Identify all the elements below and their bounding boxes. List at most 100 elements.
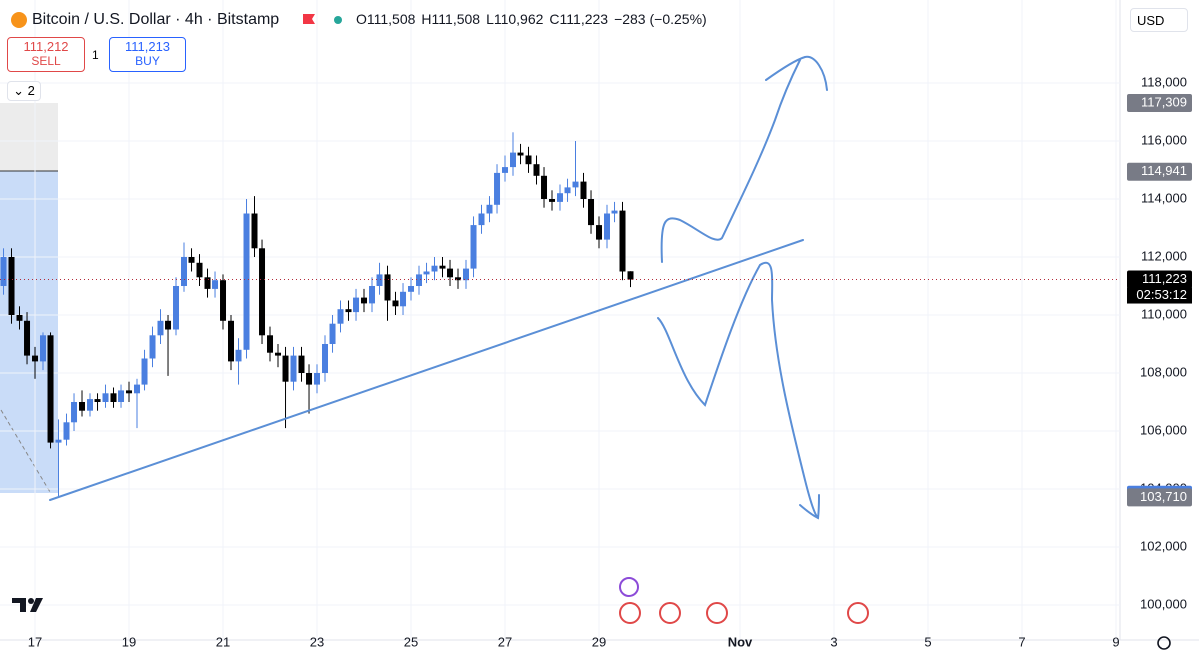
candle-body [572, 181, 579, 188]
currency-select[interactable]: USD [1130, 8, 1188, 32]
candle-body [204, 277, 211, 289]
candle-body [243, 213, 250, 350]
candle-body [267, 335, 274, 353]
candle-body [353, 297, 360, 313]
candle-body [322, 343, 329, 373]
candle-body [165, 320, 172, 330]
candle-body [134, 384, 141, 394]
event-icons [619, 577, 869, 624]
candle-body [275, 352, 282, 356]
x-tick-label: 9 [1112, 634, 1119, 649]
candle-body [455, 277, 462, 281]
candle-body [580, 181, 587, 199]
candle-body [16, 314, 23, 321]
x-tick-label: 7 [1018, 634, 1025, 649]
candle-body [502, 167, 509, 173]
sell-button[interactable]: 111,212 SELL [7, 37, 85, 72]
y-tick-label: 102,000 [1140, 538, 1187, 553]
candle-body [557, 193, 563, 202]
ohlc-value: O111,508 [356, 11, 416, 27]
price-label-bg [1127, 270, 1192, 289]
candle-body [110, 393, 117, 402]
candle-body [8, 256, 15, 315]
price-label-bg [1127, 94, 1192, 113]
candle-body [314, 372, 321, 385]
candle-body [212, 280, 219, 289]
candle-body [517, 152, 524, 156]
trend-line [49, 239, 804, 501]
x-tick-label: 19 [122, 634, 136, 649]
flag-icon [303, 14, 315, 24]
candle-body [494, 172, 501, 205]
ohlc-value: C111,223 [549, 11, 608, 27]
candle-body [118, 390, 125, 402]
candle-body [564, 187, 571, 194]
candle-body [149, 335, 156, 359]
sell-label: SELL [31, 54, 61, 68]
candle-body [361, 297, 368, 304]
price-label-bg [1127, 162, 1192, 181]
hand-arrow-up [660, 55, 828, 263]
x-tick-label: 27 [498, 634, 512, 649]
candle-body [259, 248, 266, 336]
btc-icon [11, 12, 27, 28]
candle-body [510, 152, 517, 168]
hand-arrow-down [657, 261, 820, 520]
candle-body [94, 399, 101, 402]
candle-body [251, 213, 258, 249]
candle-body [24, 320, 31, 356]
candle-body [40, 335, 47, 362]
candle-body [102, 393, 109, 402]
candle-body [188, 256, 195, 263]
candle-body [290, 355, 297, 382]
candle-body [603, 213, 610, 240]
buy-button[interactable]: 111,213 BUY [109, 37, 186, 72]
buy-label: BUY [135, 54, 160, 68]
price-label: 117,309 [1141, 94, 1187, 109]
drawings [49, 55, 828, 520]
ohlc-value: L110,962 [486, 11, 544, 27]
candle-body [619, 210, 626, 272]
countdown: 02:53:12 [1136, 287, 1187, 302]
settings-icon[interactable] [1157, 636, 1171, 650]
candle-body [478, 213, 485, 226]
candle-body [141, 358, 148, 385]
candle-body [376, 274, 383, 286]
candles [0, 132, 634, 498]
x-tick-label: 29 [592, 634, 606, 649]
x-tick-label: 21 [216, 634, 230, 649]
buy-price: 111,213 [124, 39, 171, 54]
candle-body [181, 256, 188, 286]
candle-body [627, 271, 634, 280]
candle-body [525, 155, 532, 165]
price-label: 103,710 [1140, 489, 1187, 504]
ohlc: O111,508 H111,508 L110,962 C111,223 −283 (−0… [356, 11, 707, 27]
candle-body [337, 309, 344, 324]
sell-price: 111,212 [23, 39, 69, 54]
ohlc-value: H111,508 [421, 11, 480, 27]
candle-body [400, 291, 407, 307]
ohlc-value: −283 (−0.25%) [614, 11, 707, 27]
candle-body [173, 285, 180, 330]
x-tick-label: 3 [830, 634, 837, 649]
candle-body [384, 274, 391, 301]
candle-body [408, 285, 415, 292]
y-tick-label: 100,000 [1140, 596, 1187, 611]
price-label: 111,223 [1142, 271, 1187, 286]
countdown-bg [1127, 287, 1192, 304]
y-tick-label: 114,000 [1141, 190, 1187, 205]
indicators-toggle[interactable]: ⌄ 2 [7, 81, 41, 101]
candle-body [228, 320, 235, 362]
candle-body [447, 268, 454, 278]
candle-body [79, 401, 86, 411]
candle-body [369, 285, 376, 304]
candle-body [329, 323, 336, 344]
candle-body [306, 372, 313, 385]
candle-body [549, 198, 556, 202]
candle-body [392, 300, 399, 307]
x-tick-label: 23 [310, 634, 324, 649]
candle-body [298, 355, 305, 373]
candle-body [196, 262, 203, 278]
